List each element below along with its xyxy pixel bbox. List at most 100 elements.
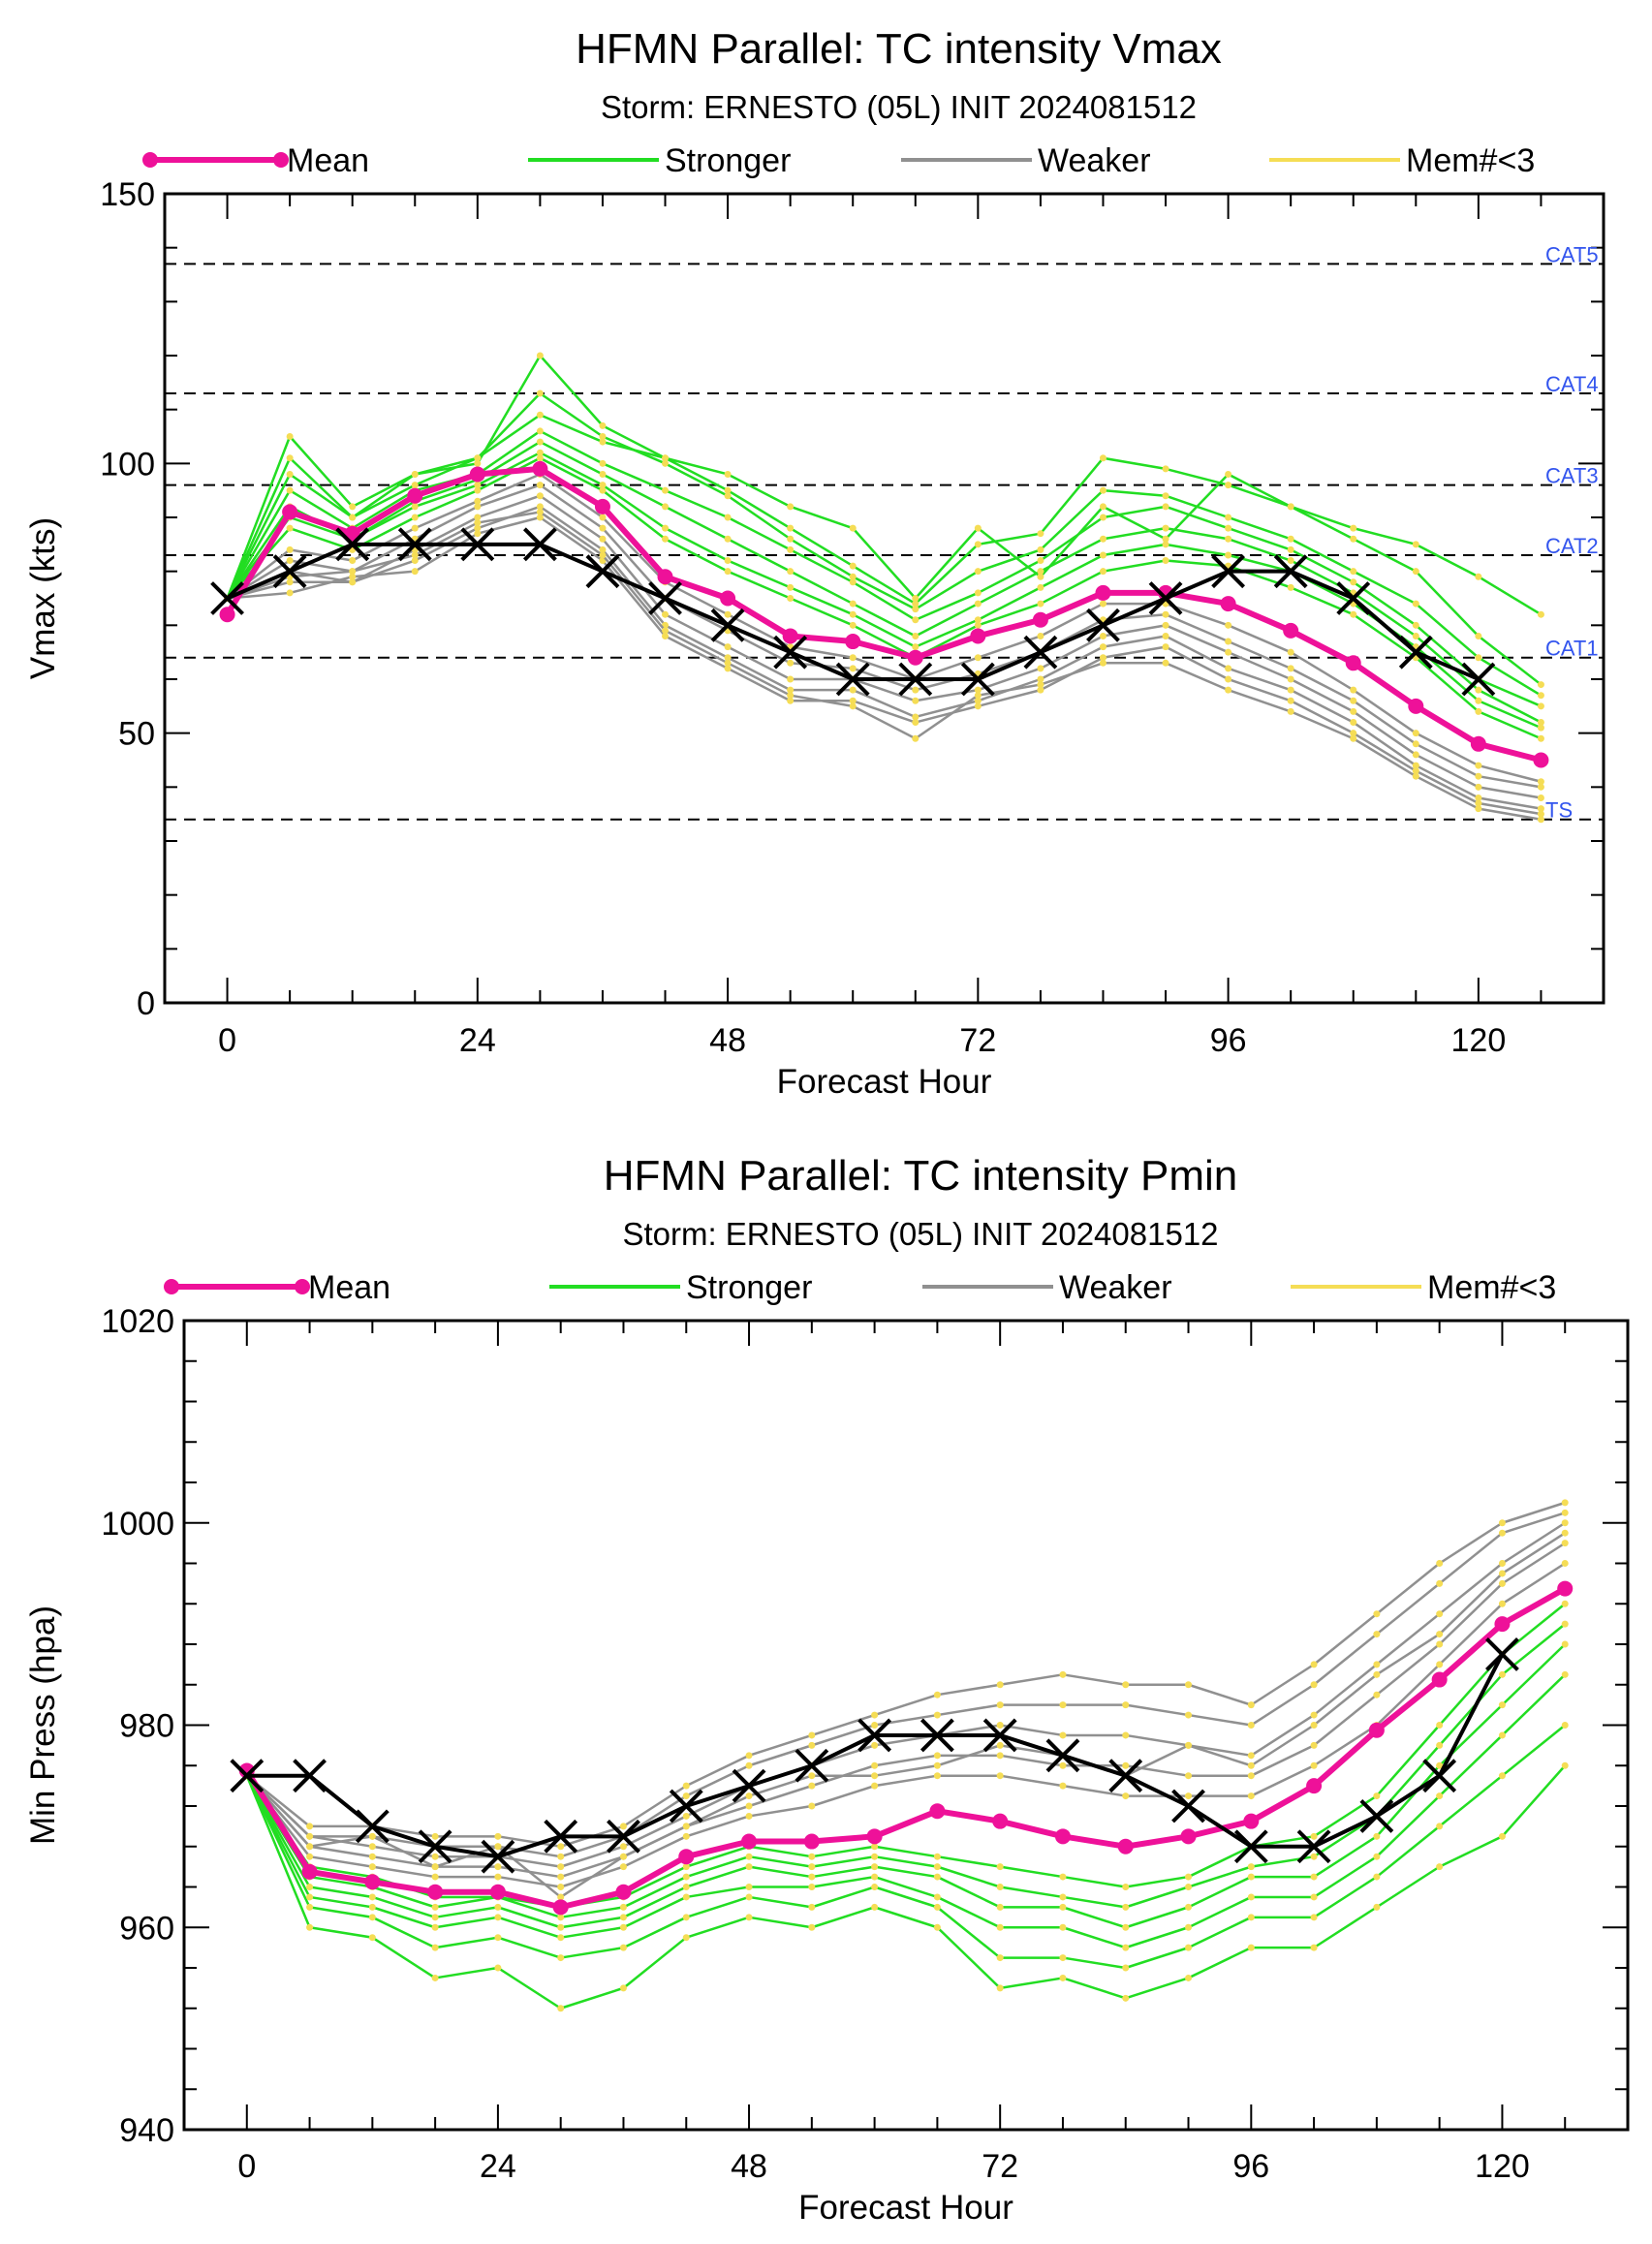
member-point	[974, 621, 982, 629]
member-point	[1122, 1964, 1130, 1972]
member-point	[808, 1923, 816, 1931]
member-point	[1537, 702, 1544, 710]
mean-point	[657, 569, 673, 585]
member-point	[1498, 1701, 1506, 1709]
member-point	[536, 503, 544, 511]
member-point	[849, 600, 857, 608]
member-point	[1412, 600, 1419, 608]
member-point	[474, 497, 482, 505]
member-point	[1475, 697, 1482, 704]
y-tick-label: 50	[118, 716, 155, 753]
series-line	[226, 391, 1543, 697]
member-point	[808, 1903, 816, 1911]
member-point	[286, 486, 294, 494]
chart-vmax: HFMN Parallel: TC intensity Vmax Storm: E…	[24, 25, 1605, 1101]
member-point	[368, 1863, 376, 1871]
member-point	[808, 1802, 816, 1810]
member-point	[871, 1903, 879, 1911]
member-point	[286, 470, 294, 478]
mean-point	[344, 525, 360, 542]
member-point	[933, 1853, 941, 1860]
legend-label: Weaker	[1038, 142, 1151, 179]
member-point	[349, 578, 357, 586]
member-point	[1537, 692, 1544, 700]
member-point	[1225, 551, 1232, 559]
member-point	[1561, 1600, 1569, 1607]
member-point	[536, 352, 544, 359]
x-marker	[1233, 1829, 1268, 1864]
mean-point	[489, 1884, 506, 1900]
member-point	[557, 1934, 565, 1942]
member-point	[1561, 1761, 1569, 1769]
series-line	[226, 413, 1543, 616]
member-point	[349, 557, 357, 565]
member-point	[536, 454, 544, 462]
member-point	[1162, 503, 1169, 511]
member-point	[912, 719, 920, 727]
member-point	[1059, 1893, 1067, 1901]
member-point	[1287, 503, 1294, 511]
member-point	[474, 519, 482, 527]
x-marker	[585, 554, 620, 589]
mean-point	[1220, 596, 1236, 612]
x-marker	[335, 527, 370, 562]
legend-marker	[142, 152, 158, 168]
legend-label: Mean	[308, 1269, 390, 1306]
member-point	[1475, 799, 1482, 807]
member-point	[1247, 1893, 1255, 1901]
x-marker	[1461, 662, 1496, 697]
member-point	[745, 1893, 753, 1901]
member-point	[1225, 470, 1232, 478]
member-point	[1225, 524, 1232, 532]
member-point	[787, 535, 795, 543]
member-point	[933, 1863, 941, 1871]
member-point	[1436, 1823, 1444, 1830]
mean-point	[1431, 1671, 1448, 1688]
member-point	[1162, 643, 1169, 651]
member-point	[1561, 1670, 1569, 1678]
y-tick-label: 1000	[101, 1506, 174, 1543]
member-point	[682, 1934, 690, 1942]
x-marker	[1148, 581, 1183, 615]
member-point	[849, 697, 857, 704]
member-point	[933, 1903, 941, 1911]
member-point	[1350, 568, 1357, 576]
member-point	[1037, 600, 1044, 608]
member-point	[1350, 578, 1357, 586]
mean-point	[1408, 698, 1424, 714]
member-point	[682, 1792, 690, 1800]
series-line	[245, 1501, 1566, 1848]
x-tick-label: 72	[982, 2148, 1018, 2185]
series-line	[245, 1764, 1567, 2010]
member-point	[1498, 1560, 1506, 1567]
x-marker	[982, 1718, 1017, 1753]
member-point	[306, 1823, 314, 1830]
member-point	[1247, 1722, 1255, 1729]
member-point	[599, 470, 607, 478]
member-point	[1099, 643, 1107, 651]
member-point	[1287, 675, 1294, 683]
series-line	[245, 1673, 1567, 1949]
member-point	[619, 1853, 627, 1860]
member-point	[662, 459, 670, 467]
series-weaker	[224, 482, 1544, 791]
member-point	[494, 1964, 502, 1972]
member-point	[599, 545, 607, 553]
member-point	[431, 1944, 439, 1951]
member-point	[787, 659, 795, 667]
member-point	[1122, 1903, 1130, 1911]
member-point	[1561, 1640, 1569, 1648]
member-point	[1122, 1792, 1130, 1800]
x-marker	[1211, 554, 1246, 589]
member-point	[1037, 530, 1044, 538]
member-point	[1162, 557, 1169, 565]
mean-point	[1054, 1828, 1071, 1845]
x-marker	[1273, 554, 1308, 589]
x-marker	[835, 662, 870, 697]
member-point	[724, 470, 732, 478]
member-point	[745, 1761, 753, 1769]
legend-entry: Mean	[142, 142, 369, 179]
member-point	[286, 578, 294, 586]
member-point	[1436, 1661, 1444, 1668]
member-point	[662, 486, 670, 494]
